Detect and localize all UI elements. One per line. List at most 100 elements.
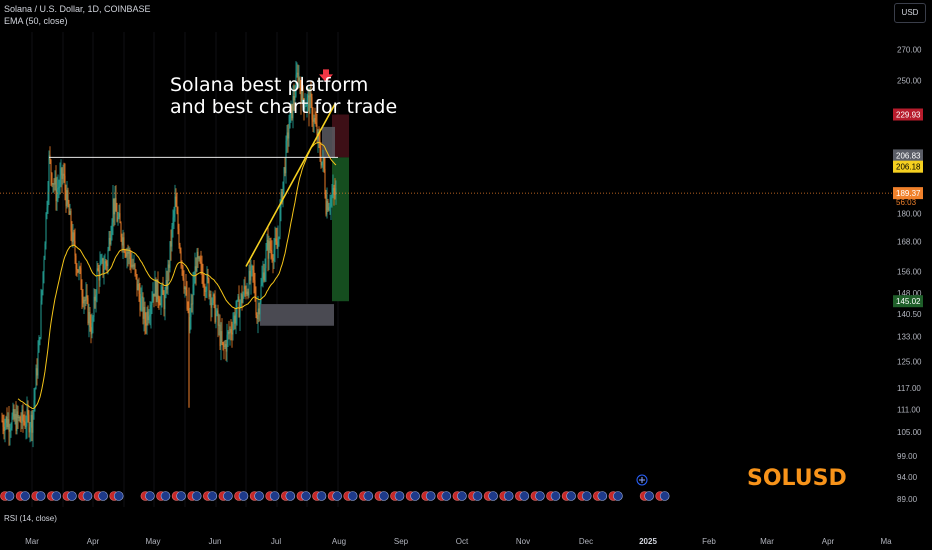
candle-body [54, 177, 56, 185]
candle-body [304, 106, 306, 109]
candle-body [223, 345, 225, 347]
candle-body [35, 368, 37, 390]
event-circle [316, 491, 327, 501]
candle-body [246, 291, 248, 295]
candle-body [114, 197, 116, 215]
event-circle [113, 491, 124, 501]
candle-body [299, 77, 301, 89]
candle-body [96, 268, 98, 295]
candle-body [108, 237, 110, 250]
candle-body [307, 95, 309, 98]
candle-body [16, 411, 18, 431]
candle-body [39, 337, 41, 339]
candle-body [315, 122, 317, 125]
candle-body [314, 117, 316, 123]
indicator-label[interactable]: EMA (50, close) [4, 16, 68, 26]
trade-zones [260, 114, 349, 326]
event-marker-icon [561, 491, 576, 501]
candle-body [52, 183, 54, 185]
candle-body [29, 427, 31, 433]
candle-body [189, 317, 191, 331]
candle-body [234, 315, 236, 324]
candle-body [21, 409, 23, 423]
candle-body [305, 105, 307, 107]
candle-body [78, 267, 80, 273]
candle-body [204, 286, 206, 292]
candle-body [94, 296, 96, 301]
candle-body [50, 160, 52, 174]
event-marker-icon [436, 491, 452, 501]
candle-body [100, 260, 102, 265]
candle-body [293, 95, 295, 101]
event-circle [550, 491, 561, 501]
x-tick-label: Sep [394, 537, 409, 546]
x-tick-label: Ma [880, 537, 892, 546]
event-marker-icon [62, 491, 77, 501]
candle-body [41, 290, 43, 301]
candle-body [116, 211, 118, 222]
candle-body [280, 192, 282, 209]
candle-body [174, 196, 176, 211]
event-circle [519, 491, 530, 501]
candle-body [324, 168, 326, 195]
event-circle [238, 491, 249, 501]
candle-body [111, 222, 113, 235]
candle-body [327, 201, 329, 211]
annotation-line-2: and best chart for trade [170, 96, 398, 118]
y-tick-label: 133.00 [897, 332, 922, 341]
event-marker-icon [296, 491, 311, 501]
candle-body [172, 217, 174, 226]
event-circle [67, 491, 77, 501]
event-circle [472, 491, 483, 501]
candle-body [197, 251, 199, 259]
candle-body [206, 273, 208, 291]
entry-zone [322, 126, 335, 158]
overlay-lines [0, 69, 893, 410]
event-marker-icon [31, 491, 46, 501]
candle-body [186, 290, 188, 309]
candle-body [36, 368, 38, 376]
x-tick-label: Mar [25, 537, 39, 546]
event-circle [160, 491, 171, 501]
event-circle [82, 491, 93, 501]
candle-body [43, 259, 45, 272]
candle-body [221, 331, 223, 343]
event-marker-icon [546, 491, 561, 501]
candle-body [290, 103, 292, 113]
candle-body [142, 296, 144, 319]
candle-body [156, 279, 158, 302]
candle-body [263, 272, 265, 281]
event-circle [254, 491, 264, 501]
stop-price-label: 229.93 [896, 111, 921, 120]
candle-body [58, 186, 60, 189]
candle-body [107, 249, 109, 267]
currency-button[interactable]: USD [894, 3, 926, 23]
event-marker-icon [15, 491, 30, 501]
candle-body [125, 253, 127, 257]
y-tick-label: 117.00 [897, 384, 921, 393]
candle-body [215, 313, 217, 323]
candle-body [201, 263, 203, 275]
candle-body [200, 262, 202, 264]
candle-body [190, 303, 192, 318]
candle-body [48, 155, 50, 192]
event-circle [191, 491, 202, 501]
candle-body [319, 140, 321, 155]
candle-body [249, 270, 251, 281]
candle-body [73, 232, 75, 241]
candle-body [19, 416, 21, 422]
countdown-label: 56:03 [896, 198, 917, 207]
candle-body [82, 296, 84, 304]
candle-body [289, 112, 291, 129]
candle-body [334, 191, 336, 195]
candle-body [278, 236, 280, 239]
candle-body [89, 312, 91, 328]
candle-body [266, 239, 268, 250]
candle-body [14, 414, 16, 420]
candle-body [335, 188, 337, 195]
rsi-pane-label[interactable]: RSI (14, close) [4, 514, 57, 523]
candle-body [109, 237, 111, 245]
candle-body [149, 314, 151, 317]
candle-body [237, 296, 239, 301]
